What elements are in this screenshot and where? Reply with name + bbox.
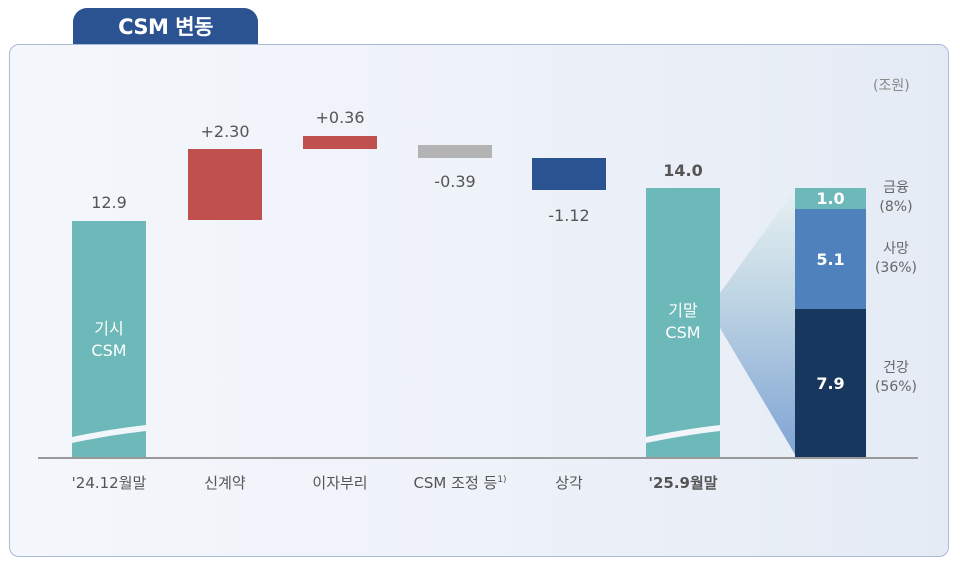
legend-health: 건강 (56%) bbox=[874, 360, 918, 395]
bar-csm-adjustment bbox=[418, 145, 492, 158]
legend-finance: 금융 (8%) bbox=[879, 180, 913, 215]
value-label-start: 12.9 bbox=[91, 193, 127, 212]
x-label-new-contract: 신계약 bbox=[204, 474, 246, 492]
value-label-adjustment: -0.39 bbox=[434, 172, 476, 191]
value-label-amortization: -1.12 bbox=[548, 206, 590, 225]
breakdown-connector bbox=[720, 188, 796, 456]
axis-break-icon bbox=[72, 425, 146, 443]
bar-end-csm bbox=[646, 188, 720, 457]
axis-break-icon bbox=[646, 425, 720, 443]
bar-start-csm bbox=[72, 221, 146, 457]
legend-death: 사망 (36%) bbox=[874, 241, 918, 276]
bar-new-contract bbox=[188, 149, 262, 220]
x-axis-line bbox=[38, 457, 918, 459]
value-label-interest: +0.36 bbox=[315, 108, 365, 127]
bar-interest bbox=[303, 136, 377, 149]
x-label-start: '24.12월말 bbox=[71, 474, 147, 492]
segment-finance: 1.0 bbox=[795, 188, 866, 209]
x-label-end: '25.9월말 bbox=[648, 474, 718, 492]
segment-health: 7.9 bbox=[795, 309, 866, 457]
x-label-amortization: 상각 bbox=[555, 474, 583, 492]
bar-amortization bbox=[532, 158, 606, 190]
unit-label: (조원) bbox=[873, 78, 910, 94]
segment-death: 5.1 bbox=[795, 209, 866, 309]
bar-end-inner-label: 기말 CSM bbox=[665, 301, 701, 342]
bar-start-inner-label: 기시 CSM bbox=[91, 319, 127, 360]
value-label-end: 14.0 bbox=[663, 161, 703, 180]
x-label-adjustment: CSM 조정 등1) bbox=[413, 474, 507, 492]
x-label-interest: 이자부리 bbox=[312, 474, 368, 492]
chart-title-tab: CSM 변동 bbox=[73, 8, 258, 44]
value-label-new-contract: +2.30 bbox=[200, 122, 250, 141]
